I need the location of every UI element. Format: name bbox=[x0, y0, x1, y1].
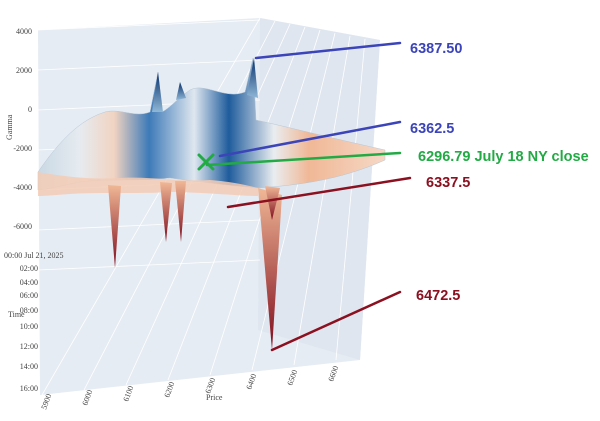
gamma-surface bbox=[37, 57, 386, 350]
grid-line bbox=[37, 59, 261, 71]
surface-front-skirt bbox=[38, 172, 258, 196]
annotation-label: 6296.79 July 18 NY close bbox=[418, 149, 589, 165]
time-tick-label: 12:00 bbox=[20, 342, 38, 351]
grid-line bbox=[377, 41, 381, 356]
time-tick-label: 16:00 bbox=[20, 384, 38, 393]
gamma-tick-label: -4000 bbox=[13, 183, 32, 192]
price-tick-label: 6500 bbox=[285, 369, 299, 387]
grid-line bbox=[293, 35, 351, 366]
dip-left-1 bbox=[108, 185, 121, 268]
grid-line bbox=[41, 17, 261, 396]
time-tick-label: 04:00 bbox=[20, 278, 38, 287]
gamma-axis-title: Gamma bbox=[5, 114, 14, 140]
annotation-line bbox=[254, 41, 402, 60]
gamma-tick-label: -2000 bbox=[13, 144, 32, 153]
peak-6387 bbox=[247, 58, 258, 98]
gamma-tick-label: 4000 bbox=[16, 27, 32, 36]
grid-line bbox=[167, 26, 306, 381]
dip-left-2 bbox=[160, 182, 172, 242]
time-tick-label: 02:00 bbox=[20, 264, 38, 273]
price-tick-label: 6000 bbox=[80, 389, 94, 407]
annotation-line bbox=[270, 290, 402, 352]
time-tick-label: 14:00 bbox=[20, 362, 38, 371]
time-tick-label: 00:00 Jul 21, 2025 bbox=[4, 251, 64, 260]
price-tick-label: 6100 bbox=[121, 385, 135, 403]
price-axis-title: Price bbox=[206, 393, 223, 402]
time-tick-label: 10:00 bbox=[20, 322, 38, 331]
price-tick-label: 5900 bbox=[39, 393, 53, 411]
gamma-tick-label: -6000 bbox=[13, 222, 32, 231]
price-tick-label: 6400 bbox=[244, 373, 258, 391]
time-axis-title: Time bbox=[8, 310, 25, 319]
time-tick-label: 06:00 bbox=[20, 291, 38, 300]
gamma-tick-label: 0 bbox=[28, 105, 32, 114]
scene-panes bbox=[38, 18, 380, 395]
annotation-label: 6337.5 bbox=[426, 175, 470, 191]
peak-left bbox=[152, 72, 163, 112]
annotation-line bbox=[218, 120, 402, 158]
gamma-tick-label: 2000 bbox=[16, 66, 32, 75]
peak-mid bbox=[176, 82, 186, 100]
grid-lines bbox=[37, 17, 381, 396]
dip-left-3 bbox=[175, 181, 186, 242]
grid-line bbox=[37, 219, 261, 231]
ny-close-marker bbox=[197, 153, 215, 171]
dip-6472 bbox=[258, 188, 282, 350]
time-axis-ticks: 00:00 Jul 21, 2025 02:00 04:00 06:00 08:00 10… bbox=[4, 251, 64, 393]
price-tick-label: 6200 bbox=[162, 381, 176, 399]
annotation-label: 6387.50 bbox=[410, 41, 462, 57]
grid-line bbox=[37, 19, 261, 31]
gamma-axis-ticks: 4000 2000 0 -2000 -4000 -6000 bbox=[13, 27, 32, 231]
right-pane bbox=[258, 18, 380, 360]
grid-line bbox=[335, 38, 366, 361]
strike-annotations: 6387.50 6362.5 6296.79 July 18 NY close 633… bbox=[205, 41, 589, 352]
annotation-label: 6472.5 bbox=[416, 288, 460, 304]
annotation-line bbox=[226, 176, 412, 209]
grid-line bbox=[251, 32, 336, 371]
annotation-label: 6362.5 bbox=[410, 121, 454, 137]
grid-line bbox=[125, 23, 291, 386]
price-tick-label: 6300 bbox=[203, 377, 217, 395]
time-tick-label: 08:00 bbox=[20, 306, 38, 315]
annotation-line bbox=[205, 151, 402, 167]
dip-right bbox=[265, 186, 280, 220]
price-tick-label: 6600 bbox=[326, 365, 340, 383]
